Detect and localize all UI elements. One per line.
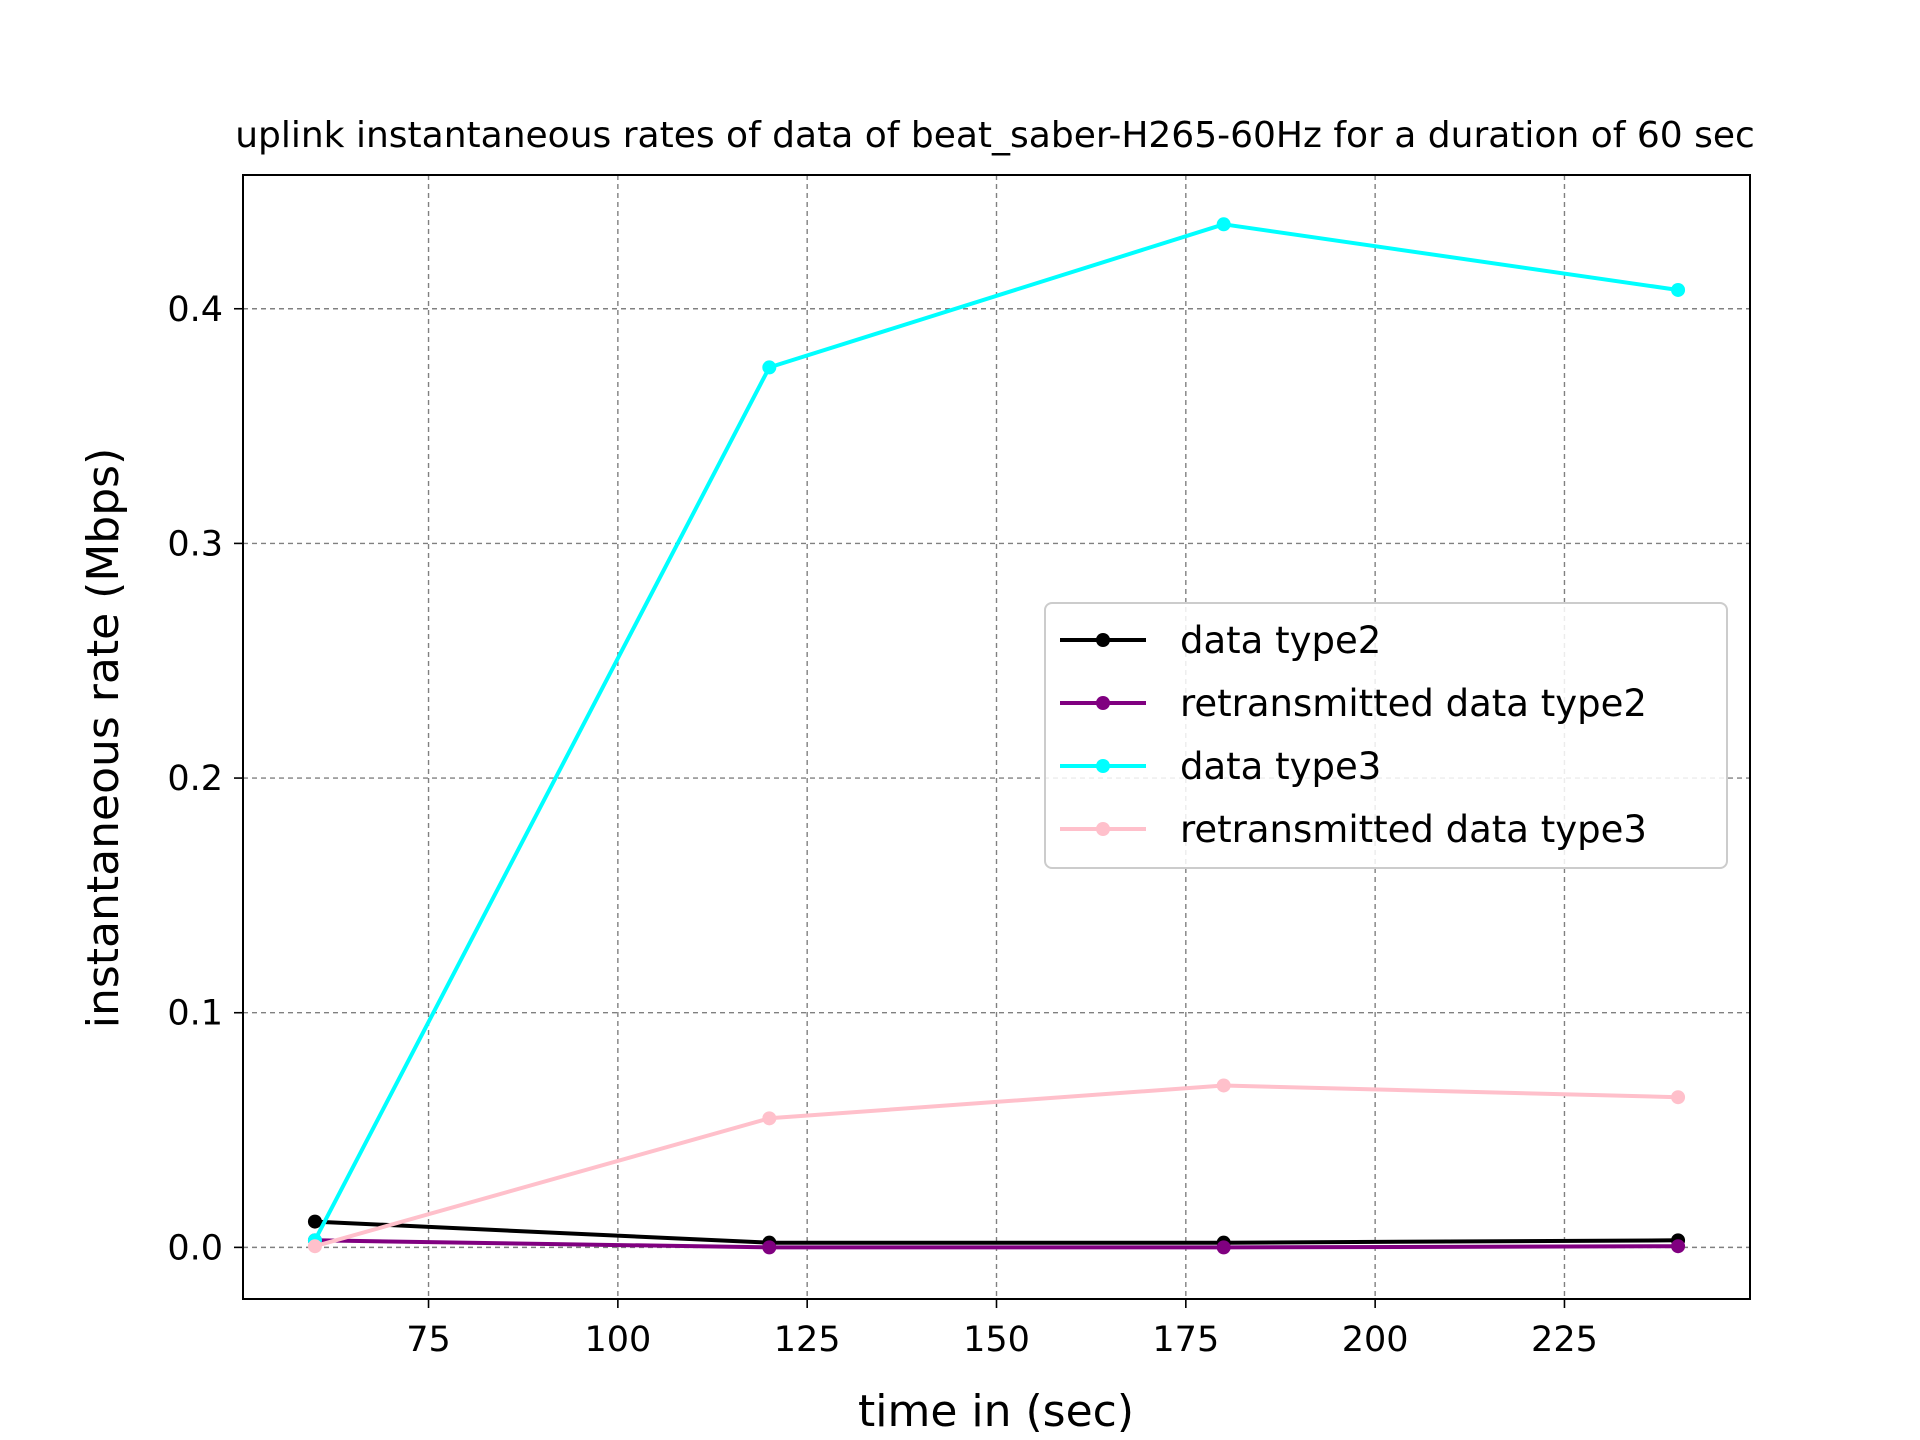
series-line-4	[314, 1083, 1679, 1249]
legend: data type2 retransmitted data type2 data t…	[1044, 602, 1728, 869]
y-tick-label: 0.4	[167, 290, 223, 330]
y-tick-label: 0.3	[167, 524, 223, 564]
series-3-point	[762, 360, 777, 375]
series-1-point	[307, 1214, 322, 1229]
series-group	[307, 217, 1686, 1255]
legend-label: data type2	[1180, 619, 1381, 662]
y-tick-label: 0.1	[167, 994, 223, 1034]
series-line-1	[314, 1219, 1679, 1245]
x-tick-label: 100	[584, 1320, 651, 1360]
x-tick-label: 125	[774, 1320, 841, 1360]
x-tick-label: 200	[1342, 1320, 1409, 1360]
series-2-point	[1216, 1240, 1231, 1255]
series-line-3	[313, 222, 1679, 1242]
series-2-point	[1671, 1239, 1686, 1254]
legend-label: data type3	[1180, 745, 1381, 788]
axis-ticks: 75 100 125 150 175 200 225 0.0 0.1 0.2 0.3 0.4	[167, 290, 1598, 1360]
chart-title: uplink instantaneous rates of data of be…	[235, 115, 1755, 156]
x-tick-label: 75	[406, 1320, 451, 1360]
series-line-2	[314, 1238, 1679, 1250]
x-tick-label: 150	[963, 1320, 1030, 1360]
series-2-point	[762, 1240, 777, 1255]
x-tick-label: 175	[1152, 1320, 1219, 1360]
series-4-point	[762, 1111, 777, 1126]
y-tick-label: 0.0	[167, 1228, 223, 1268]
legend-box	[1044, 602, 1728, 869]
series-4-point	[1216, 1078, 1231, 1093]
legend-label: retransmitted data type2	[1180, 682, 1647, 725]
y-tick-label: 0.2	[167, 759, 223, 799]
legend-label: retransmitted data type3	[1180, 808, 1647, 851]
x-tick-label: 225	[1531, 1320, 1598, 1360]
y-axis-label: instantaneous rate (Mbps)	[78, 448, 129, 1028]
series-3-point	[1216, 217, 1231, 232]
legend-swatch-marker	[1096, 822, 1110, 836]
series-4-point	[307, 1239, 322, 1254]
x-axis-label: time in (sec)	[858, 1386, 1134, 1437]
legend-swatch-marker	[1096, 759, 1110, 773]
series-3-point	[1671, 282, 1686, 297]
legend-swatch-marker	[1096, 633, 1110, 647]
legend-swatch-marker	[1096, 696, 1110, 710]
series-4-point	[1671, 1090, 1686, 1105]
